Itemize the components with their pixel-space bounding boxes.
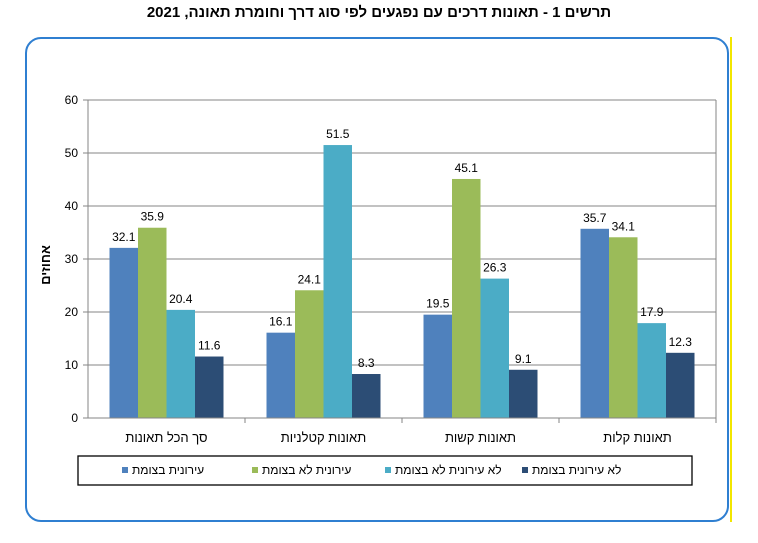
y-tick-label: 40: [65, 199, 79, 213]
y-tick-label: 20: [65, 305, 79, 319]
data-label: 17.9: [640, 305, 664, 319]
legend-label: עירונית לא בצומת: [262, 463, 351, 477]
chart-title: תרשים 1 - תאונות דרכים עם נפגעים לפי סוג…: [146, 4, 612, 21]
bar: [580, 228, 609, 418]
x-tick-label: תאונות קטלניות: [281, 430, 366, 445]
legend-swatch: [522, 467, 528, 473]
data-label: 8.3: [358, 356, 375, 370]
data-label: 34.1: [612, 219, 636, 233]
bar: [195, 356, 224, 418]
bar: [138, 227, 167, 418]
data-label: 45.1: [455, 161, 479, 175]
data-label: 9.1: [515, 352, 532, 366]
y-tick-label: 0: [71, 411, 78, 425]
data-label: 24.1: [298, 272, 322, 286]
x-tick-label: תאונות קשות: [445, 430, 516, 445]
data-label: 20.4: [169, 292, 193, 306]
x-tick-label: תאונות קלות: [603, 430, 671, 445]
bar: [666, 352, 695, 418]
bar: [166, 309, 195, 418]
legend-label: לא עירונית לא בצומת: [395, 463, 502, 477]
bar: [352, 374, 381, 418]
bar: [452, 178, 481, 418]
data-label: 35.7: [583, 211, 607, 225]
data-label: 51.5: [326, 127, 350, 141]
bar: [295, 290, 324, 418]
legend-swatch: [385, 467, 391, 473]
y-tick-label: 50: [65, 146, 79, 160]
data-label: 32.1: [112, 230, 136, 244]
data-label: 16.1: [269, 315, 293, 329]
y-axis-label: אחוזים: [38, 245, 53, 285]
bar: [423, 314, 452, 418]
bar: [109, 247, 138, 418]
legend-swatch: [122, 467, 128, 473]
bar: [323, 145, 352, 419]
bar: [609, 237, 638, 418]
x-tick-label: סך הכל תאונות: [125, 430, 207, 445]
bar: [637, 323, 666, 418]
legend-label: עירונית בצומת: [132, 463, 204, 477]
bar: [480, 278, 509, 418]
legend-swatch: [252, 467, 258, 473]
bar: [509, 369, 538, 418]
data-label: 35.9: [141, 210, 165, 224]
data-label: 26.3: [483, 261, 507, 275]
y-tick-label: 30: [65, 252, 79, 266]
y-tick-label: 60: [65, 93, 79, 107]
edge-line: [730, 37, 732, 522]
data-label: 19.5: [426, 297, 450, 311]
chart-frame: [25, 37, 729, 522]
data-label: 12.3: [669, 335, 693, 349]
data-label: 11.6: [198, 339, 221, 353]
bar: [266, 332, 295, 418]
legend-label: לא עירונית בצומת: [532, 463, 621, 477]
y-tick-label: 10: [65, 358, 79, 372]
